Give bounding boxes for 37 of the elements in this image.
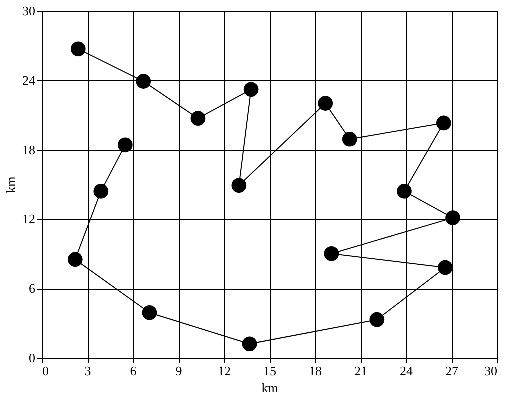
y-tick-label: 24 (22, 72, 36, 88)
x-tick-label: 24 (400, 364, 414, 378)
point (242, 336, 258, 352)
point (142, 305, 158, 320)
point (342, 132, 358, 147)
point (70, 42, 86, 57)
y-tick-label: 0 (29, 350, 36, 366)
x-tick-label: 12 (218, 364, 231, 378)
y-tick-label: 30 (22, 4, 36, 18)
point (244, 82, 259, 98)
point (232, 178, 247, 194)
x-tick-label: 21 (354, 364, 368, 378)
x-tick-label: 0 (42, 364, 49, 378)
point (397, 184, 412, 199)
x-tick-label: 9 (176, 364, 182, 378)
x-tick-label: 6 (130, 364, 138, 378)
point (94, 184, 109, 199)
point (118, 138, 133, 153)
y-tick-label: 6 (29, 281, 36, 296)
point (324, 246, 340, 262)
x-tick-label: 3 (84, 364, 92, 378)
point (318, 96, 334, 111)
x-tick-label: 30 (484, 364, 498, 378)
y-tick-label: 12 (22, 212, 36, 227)
point (136, 74, 152, 89)
x-axis-title: km (262, 380, 278, 396)
point (370, 312, 385, 328)
x-tick-label: 15 (264, 364, 276, 378)
point (190, 111, 206, 126)
point (446, 210, 460, 226)
x-tick-label: 27 (446, 364, 459, 378)
y-tick-label: 18 (22, 142, 36, 158)
point (68, 252, 83, 268)
y-axis-title: km (4, 176, 18, 194)
point (436, 116, 452, 131)
x-tick-label: 18 (309, 364, 322, 378)
point (438, 260, 453, 276)
